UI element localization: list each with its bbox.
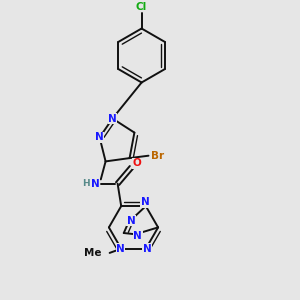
Text: N: N (116, 244, 125, 254)
Text: Me: Me (84, 248, 101, 258)
Text: N: N (108, 113, 117, 124)
Text: H: H (82, 179, 90, 188)
Text: N: N (141, 197, 150, 208)
Text: N: N (134, 231, 142, 241)
Text: N: N (143, 244, 152, 254)
Text: O: O (132, 158, 141, 168)
Text: N: N (95, 132, 104, 142)
Text: Br: Br (151, 151, 164, 161)
Text: N: N (91, 178, 100, 189)
Text: Cl: Cl (136, 2, 147, 12)
Text: N: N (127, 216, 135, 226)
